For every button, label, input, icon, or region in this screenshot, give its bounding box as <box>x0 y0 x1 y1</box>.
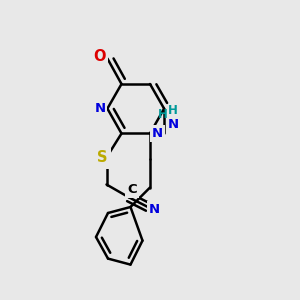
Text: H: H <box>158 108 167 122</box>
Text: N: N <box>152 127 163 140</box>
Text: N: N <box>94 102 106 115</box>
Text: O: O <box>94 50 106 64</box>
Text: N: N <box>167 118 179 131</box>
Text: N: N <box>149 203 160 216</box>
Text: C: C <box>127 183 137 196</box>
Text: H: H <box>168 104 178 118</box>
Text: S: S <box>97 150 107 165</box>
